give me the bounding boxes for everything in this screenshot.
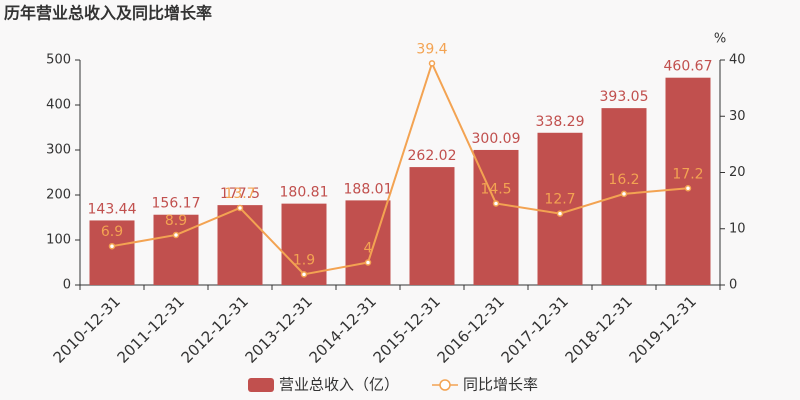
- bar-value-label: 180.81: [280, 185, 329, 201]
- bar-value-label: 262.02: [408, 148, 457, 164]
- line-point: [428, 60, 436, 67]
- bar: [89, 220, 135, 285]
- y-tick-label: 200: [46, 188, 71, 203]
- bar: [409, 167, 455, 285]
- x-tick-label: 2016-12-31: [434, 292, 508, 366]
- y-tick-label: 400: [46, 98, 71, 113]
- y-tick-label: 100: [46, 233, 71, 248]
- line-value-label: 8.9: [165, 213, 187, 229]
- line-point: [300, 271, 308, 278]
- x-tick-label: 2010-12-31: [50, 292, 124, 366]
- line-value-label: 12.7: [544, 192, 575, 208]
- line-value-label: 14.5: [480, 181, 511, 197]
- bar-value-label: 143.44: [88, 201, 137, 217]
- legend-swatch: [439, 379, 451, 391]
- y-tick-label: 0: [63, 278, 71, 293]
- bar-value-label: 300.09: [472, 131, 521, 147]
- y2-tick-label: 20: [729, 165, 746, 180]
- line-value-label: 13.7: [224, 186, 255, 202]
- legend-label: 营业总收入（亿）: [279, 376, 399, 394]
- line-point: [620, 190, 628, 198]
- line-value-label: 4: [364, 241, 373, 257]
- y2-tick-label: 30: [729, 109, 746, 124]
- y2-tick-label: 40: [729, 53, 746, 68]
- y2-tick-label: 10: [729, 221, 746, 236]
- x-tick-label: 2014-12-31: [306, 292, 380, 366]
- x-tick-label: 2019-12-31: [626, 292, 700, 366]
- y2-tick-label: 0: [729, 278, 737, 293]
- bar: [665, 77, 711, 285]
- line-value-label: 39.4: [416, 41, 447, 57]
- line: [111, 60, 689, 276]
- x-tick-label: 2011-12-31: [114, 292, 188, 366]
- bar-value-label: 460.67: [664, 59, 713, 75]
- bar-value-label: 156.17: [152, 196, 201, 212]
- bar-value-label: 338.29: [536, 114, 585, 130]
- x-tick-label: 2015-12-31: [370, 292, 444, 366]
- bar: [217, 205, 263, 285]
- legend-swatch: [248, 378, 274, 392]
- bar-value-label: 177.5: [220, 186, 260, 202]
- x-tick-label: 2018-12-31: [562, 292, 636, 366]
- line-value-label: 16.2: [608, 172, 639, 188]
- line-value-label: 1.9: [293, 252, 315, 268]
- line-point: [364, 259, 372, 266]
- line-point: [172, 231, 180, 239]
- legend-label: 同比增长率: [463, 376, 538, 394]
- line-value-label: 6.9: [101, 224, 123, 240]
- line-point: [492, 200, 500, 207]
- y-tick-label: 500: [46, 53, 71, 68]
- line-point: [556, 210, 564, 217]
- bar: [153, 214, 199, 285]
- line-value-label: 17.2: [672, 166, 703, 182]
- bar-value-label: 188.01: [344, 181, 393, 197]
- x-tick-label: 2017-12-31: [498, 292, 572, 366]
- chart-title: 历年营业总收入及同比增长率: [4, 4, 212, 23]
- line-point: [684, 185, 692, 192]
- x-tick-label: 2012-12-31: [178, 292, 252, 366]
- line-point: [108, 242, 116, 250]
- line-point: [236, 204, 244, 212]
- y2-axis-label: %: [714, 32, 726, 47]
- x-tick-label: 2013-12-31: [242, 292, 316, 366]
- y-tick-label: 300: [46, 143, 71, 158]
- bar-value-label: 393.05: [600, 89, 649, 105]
